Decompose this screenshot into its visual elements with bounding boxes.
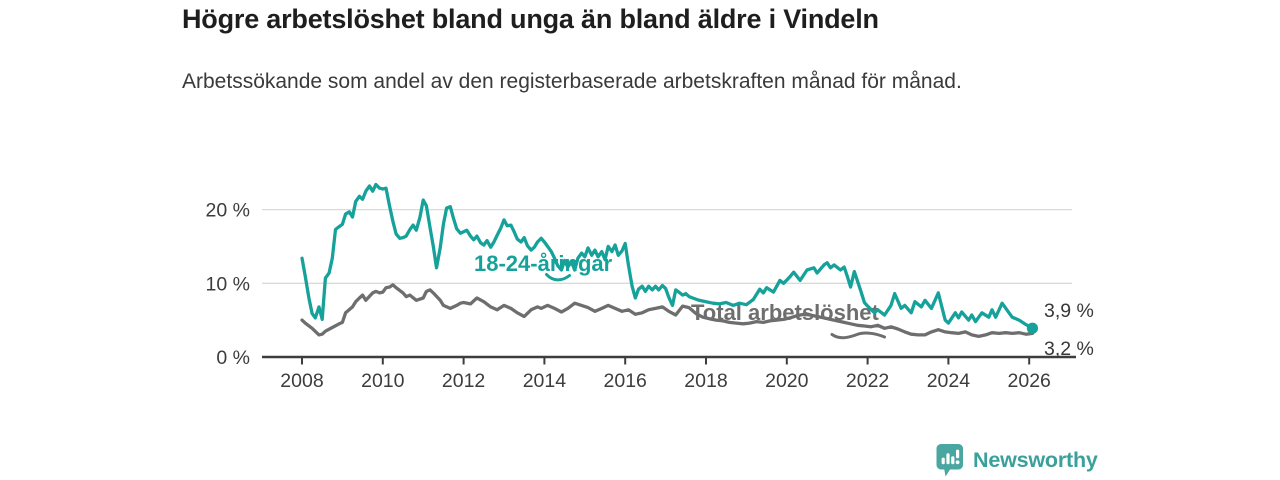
x-axis-tick-label: 2012: [442, 370, 485, 392]
x-axis-tick-label: 2020: [765, 370, 809, 392]
x-axis-tick-label: 2010: [361, 370, 405, 392]
x-axis-tick-label: 2016: [604, 370, 647, 392]
x-axis-tick-label: 2014: [523, 370, 567, 392]
newsworthy-logo-text: Newsworthy: [973, 448, 1098, 472]
x-axis-tick-label: 2026: [1008, 370, 1051, 392]
x-axis-tick-label: 2024: [927, 370, 971, 392]
y-axis-tick-label: 20 %: [206, 200, 250, 222]
y-axis-tick-label: 10 %: [206, 273, 250, 295]
chart-subtitle: Arbetssökande som andel av den registerb…: [182, 70, 962, 93]
x-axis-tick-label: 2008: [280, 370, 323, 392]
x-axis-tick-label: 2022: [846, 370, 889, 392]
youth-unemployment-series-line: [300, 182, 1035, 330]
youth-unemployment-series-label-underline-swoosh: [545, 273, 571, 282]
latest-value-dot: [1026, 322, 1039, 334]
total-unemployment-series-line: [300, 283, 1035, 339]
youth-unemployment-series-label: 18-24-åringar: [474, 251, 613, 276]
chart-title: Högre arbetslöshet bland unga än bland ä…: [182, 4, 879, 34]
newsworthy-logo: Newsworthy: [936, 443, 1098, 478]
youth-latest-value-label: 3,9 %: [1044, 300, 1094, 322]
y-axis-tick-label: 0 %: [216, 347, 250, 369]
bar-chart-speech-bubble-icon: [936, 443, 964, 478]
total-unemployment-series-label-underline-swoosh: [830, 331, 886, 340]
total-latest-value-label: 3,2 %: [1044, 338, 1094, 360]
x-axis-tick-label: 2018: [684, 370, 727, 392]
